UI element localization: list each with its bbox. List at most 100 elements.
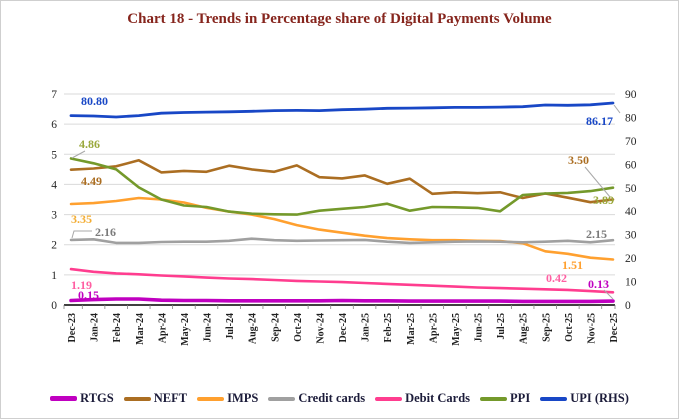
y-axis-right-tick-label: 80 xyxy=(625,112,637,124)
x-axis-label: Mar-25 xyxy=(406,313,417,345)
y-axis-left-tick-label: 2 xyxy=(51,240,57,252)
data-label: 3.35 xyxy=(71,212,92,226)
x-axis-label: Feb-24 xyxy=(112,313,123,342)
data-label-leader xyxy=(71,150,86,159)
legend-item-neft: NEFT xyxy=(123,391,188,406)
legend-label: UPI (RHS) xyxy=(570,391,629,405)
x-axis-label: May-25 xyxy=(451,313,462,346)
x-axis-label: Apr-24 xyxy=(157,313,168,343)
x-axis-label: May-24 xyxy=(180,313,191,346)
series-line-imps xyxy=(69,196,615,261)
series-lines xyxy=(69,101,615,304)
legend-item-upi-rhs-: UPI (RHS) xyxy=(540,391,629,406)
y-axis-left-tick-label: 5 xyxy=(51,149,57,161)
legend-swatch xyxy=(480,396,508,401)
x-axis-label: Dec-24 xyxy=(338,313,349,342)
y-axis-right-tick-label: 90 xyxy=(625,89,637,101)
x-axis-label: Oct-25 xyxy=(564,313,575,342)
legend-swatch xyxy=(375,396,403,401)
x-axis-label: Jan-25 xyxy=(361,313,372,342)
data-label-leader xyxy=(603,289,614,300)
x-axis-label: Apr-25 xyxy=(428,313,439,343)
data-label: 4.86 xyxy=(79,137,100,151)
data-label: 4.49 xyxy=(81,174,102,188)
data-label: 2.15 xyxy=(586,227,607,241)
x-axis-label: Nov-25 xyxy=(586,313,597,344)
x-axis-label: Nov-24 xyxy=(315,313,326,344)
legend-item-ppi: PPI xyxy=(480,391,530,406)
x-axis xyxy=(63,304,616,309)
x-axis-label: Jul-25 xyxy=(496,313,507,340)
series-line-ppi xyxy=(69,157,615,216)
x-axis-label: Aug-24 xyxy=(248,313,259,344)
x-axis-label: Dec-25 xyxy=(609,313,620,342)
legend-item-credit-cards: Credit cards xyxy=(268,391,365,406)
legend-label: PPI xyxy=(510,391,531,405)
series-line-neft xyxy=(69,159,615,204)
legend-swatch xyxy=(50,396,78,401)
y-axis-left-tick-label: 7 xyxy=(51,89,57,101)
legend: RTGS NEFT IMPS Credit cards Debit Cards PPI UP… xyxy=(1,391,678,406)
legend-swatch xyxy=(123,396,151,401)
x-axis-labels: Dec-23 Jan-24 Feb-24 Mar-24 Apr-24 May-24 Jun-… xyxy=(67,313,620,346)
data-label: 0.42 xyxy=(546,271,567,285)
x-axis-label: Jul-24 xyxy=(225,313,236,340)
data-label: 80.80 xyxy=(81,94,108,108)
legend-label: RTGS xyxy=(80,391,114,405)
data-label-leader xyxy=(71,230,92,239)
legend-label: Credit cards xyxy=(298,391,366,405)
data-label-leader xyxy=(613,104,621,114)
y-axis-left-tick-label: 4 xyxy=(51,179,57,191)
y-axis-right-tick-label: 10 xyxy=(625,277,637,289)
y-axis-right-tick-label: 50 xyxy=(625,183,637,195)
legend-label: Debit Cards xyxy=(405,391,471,405)
legend-swatch xyxy=(540,396,568,401)
data-label-leader xyxy=(584,166,611,198)
data-label: 1.19 xyxy=(71,278,92,292)
series-line-debit-cards xyxy=(69,267,615,294)
data-label: 0.15 xyxy=(78,288,99,302)
legend-label: IMPS xyxy=(227,391,259,405)
y-axis-left-tick-label: 3 xyxy=(51,210,57,222)
x-axis-label: Feb-25 xyxy=(383,313,394,342)
series-line-credit-cards xyxy=(69,237,615,245)
chart-title: Chart 18 - Trends in Percentage share of… xyxy=(127,11,552,27)
x-axis-label: Jun-24 xyxy=(203,313,214,342)
y-axis-left-tick-label: 1 xyxy=(51,270,57,282)
data-label: 2.16 xyxy=(95,225,116,239)
y-axis-right-tick-label: 20 xyxy=(625,253,637,265)
data-label: 3.50 xyxy=(568,153,589,167)
y-axis-right-tick-label: 0 xyxy=(625,300,631,312)
x-axis-label: Dec-23 xyxy=(67,313,78,342)
y-axis-right: 0 10 20 30 40 50 60 70 80 90 xyxy=(625,89,637,312)
series-line-upi-rhs- xyxy=(69,101,615,119)
x-axis-label: Jun-25 xyxy=(474,313,485,342)
data-label: 3.89 xyxy=(593,193,614,207)
legend-label: NEFT xyxy=(153,391,188,405)
x-axis-label: Sep-24 xyxy=(270,313,281,342)
y-axis-right-tick-label: 70 xyxy=(625,136,637,148)
data-label: 1.51 xyxy=(562,258,583,272)
y-axis-left: 0 1 2 3 4 5 6 7 xyxy=(51,89,57,312)
legend-swatch xyxy=(197,396,225,401)
y-axis-right-tick-label: 60 xyxy=(625,159,637,171)
y-axis-left-tick-label: 6 xyxy=(51,119,57,131)
legend-item-rtgs: RTGS xyxy=(50,391,114,406)
legend-item-imps: IMPS xyxy=(197,391,258,406)
data-label: 0.13 xyxy=(588,277,609,291)
x-axis-label: Oct-24 xyxy=(293,313,304,342)
y-axis-right-tick-label: 40 xyxy=(625,206,637,218)
y-axis-right-tick-label: 30 xyxy=(625,230,637,242)
x-axis-label: Mar-24 xyxy=(135,313,146,345)
legend-swatch xyxy=(268,396,296,401)
x-axis-label: Jan-24 xyxy=(90,313,101,342)
y-axis-left-tick-label: 0 xyxy=(51,300,57,312)
data-labels: 80.80 4.86 4.49 3.352.16 1.190.15 86.17 3.50 3.… xyxy=(71,94,621,302)
legend-item-debit-cards: Debit Cards xyxy=(375,391,470,406)
x-axis-label: Sep-25 xyxy=(541,313,552,342)
x-axis-label: Aug-25 xyxy=(519,313,530,344)
gridlines xyxy=(64,93,615,276)
data-label: 86.17 xyxy=(586,114,613,128)
